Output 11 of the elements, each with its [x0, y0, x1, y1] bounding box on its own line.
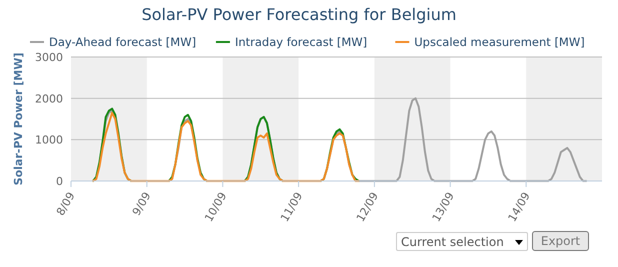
- y-tick-label: 1000: [35, 134, 63, 147]
- legend-label: Upscaled measurement [MW]: [414, 35, 585, 49]
- legend-label: Intraday forecast [MW]: [234, 35, 368, 49]
- y-tick-label: 3000: [35, 51, 63, 64]
- y-tick-label: 0: [56, 175, 63, 188]
- y-axis-title: Solar-PV Power [MW]: [12, 52, 25, 186]
- y-tick-label: 2000: [35, 92, 63, 106]
- export-button: Export: [532, 231, 589, 251]
- legend-label: Day-Ahead forecast [MW]: [49, 35, 196, 49]
- chart-title: Solar-PV Power Forecasting for Belgium: [142, 5, 456, 24]
- selection-dropdown: Current selection: [396, 232, 528, 251]
